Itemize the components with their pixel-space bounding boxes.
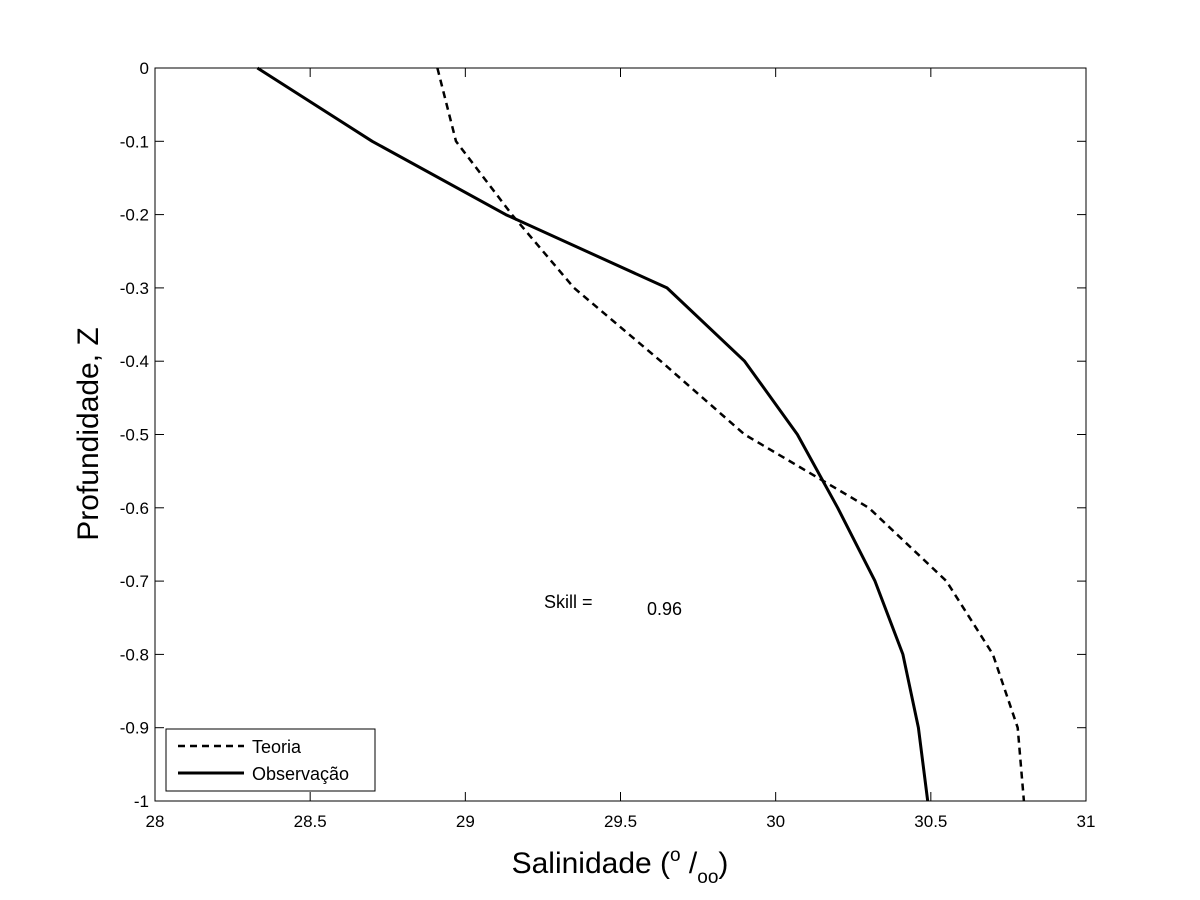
legend-box [165,728,376,792]
x-tick-label: 30.5 [914,812,947,831]
axis-tick-labels: 28 28.5 29 29.5 30 30.5 31 0 -0.1 -0.2 -0.3 -0.4 -0.… [120,59,1096,831]
x-axis-title-slash: / [681,847,698,880]
x-tick-label: 29 [456,812,475,831]
x-tick-label: 29.5 [604,812,637,831]
x-tick-label: 28.5 [294,812,327,831]
y-tick-label: 0 [140,59,149,78]
x-axis-title-sup: o [670,845,681,866]
series-line-observacao [256,66,930,802]
series-line-teoria [436,67,1026,802]
y-tick-label: -0.5 [120,426,149,445]
x-axis-title: Salinidade (o /oo) [512,845,729,888]
y-tick-label: -0.7 [120,572,149,591]
y-tick-label: -0.8 [120,645,149,664]
skill-value: 0.96 [647,599,682,619]
x-axis-title-main: Salinidade ( [512,847,670,880]
y-tick-label: -0.4 [120,352,149,371]
plot-frame [154,67,1087,802]
x-axis-title-sub: oo [697,867,718,888]
y-tick-label: -0.2 [120,206,149,225]
x-tick-label: 28 [146,812,165,831]
skill-label: Skill = [544,592,593,612]
y-tick-label: -0.3 [120,279,149,298]
x-axis-title-close: ) [718,847,728,880]
legend: Teoria Observação [165,728,376,792]
x-tick-label: 31 [1077,812,1096,831]
series-lines [256,66,1026,802]
y-tick-label: -0.6 [120,499,149,518]
legend-label-teoria: Teoria [252,737,302,757]
y-tick-label: -0.1 [120,132,149,151]
legend-label-observacao: Observação [252,764,349,784]
y-tick-label: -1 [134,792,149,811]
y-axis-title: Profundidade, Z [72,327,105,540]
plot-area [155,68,1086,801]
x-tick-label: 30 [766,812,785,831]
y-tick-label: -0.9 [120,719,149,738]
